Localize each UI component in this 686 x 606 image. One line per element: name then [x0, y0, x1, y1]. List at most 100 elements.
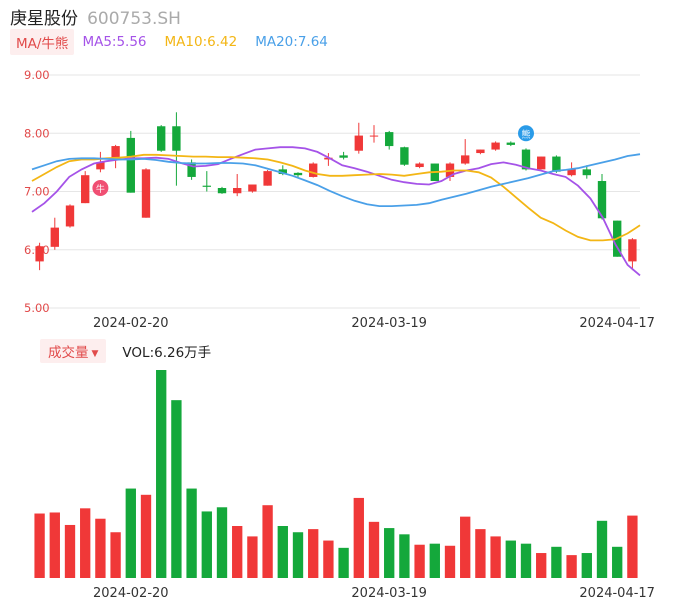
volume-bar — [34, 513, 45, 578]
bear-marker — [518, 125, 534, 142]
volume-bar — [520, 543, 532, 578]
candle-body — [476, 149, 485, 154]
volume-value: VOL:6.26万手 — [122, 345, 212, 361]
volume-bar — [551, 546, 562, 578]
candle-body — [400, 147, 409, 165]
x-tick-label: 2024-04-17 — [579, 316, 655, 331]
volume-bar — [171, 400, 182, 578]
x-tick-label: 2024-02-20 — [93, 586, 169, 601]
volume-bar — [475, 529, 486, 578]
volume-bar — [140, 494, 152, 578]
candle-body — [187, 162, 196, 177]
volume-bar — [262, 505, 273, 578]
volume-bar — [566, 555, 577, 578]
caret-down-icon: ▼ — [91, 349, 99, 359]
ma10-value: MA10:6.42 — [164, 34, 238, 50]
volume-bar — [110, 532, 121, 578]
ma5-line — [31, 146, 641, 277]
candle-body — [65, 205, 75, 227]
volume-bar — [596, 520, 608, 578]
volume-bar — [444, 545, 456, 578]
volume-bar — [536, 553, 547, 578]
candle-body — [50, 227, 59, 247]
candle-body — [35, 246, 44, 262]
candle-body — [521, 149, 531, 170]
volume-bar — [277, 526, 288, 578]
volume-bar — [232, 526, 243, 578]
candle-body — [248, 184, 257, 192]
volume-bar — [308, 529, 319, 578]
candle-body — [385, 132, 394, 147]
bull-marker-label: 牛 — [96, 183, 105, 195]
candle-body — [111, 146, 120, 160]
candle-body — [81, 175, 90, 204]
candle-body — [126, 137, 135, 193]
candle-body — [278, 169, 287, 175]
volume-bar — [505, 540, 516, 578]
y-tick-label: 5.00 — [24, 301, 50, 315]
volume-type-selector[interactable]: 成交量 ▼ — [40, 339, 107, 363]
candle-body — [369, 135, 379, 137]
bear-marker-label: 熊 — [521, 128, 530, 140]
volume-bar — [64, 524, 76, 578]
ma20-value: MA20:7.64 — [255, 34, 328, 50]
x-tick-label: 2024-03-19 — [351, 586, 427, 601]
candle-body — [217, 188, 227, 194]
volume-bar — [460, 516, 471, 578]
stock-code: 600753.SH — [87, 9, 181, 29]
volume-bar — [125, 488, 136, 578]
volume-bar — [95, 518, 106, 578]
volume-bar — [490, 536, 501, 578]
candle-body — [263, 171, 272, 186]
volume-bar — [201, 511, 212, 578]
candle-body — [628, 239, 637, 262]
volume-bar — [186, 488, 197, 578]
candle-body — [172, 126, 181, 151]
candle-body — [491, 142, 500, 150]
candle-body — [233, 188, 242, 194]
volume-bar — [292, 532, 304, 578]
volume-bar — [49, 512, 60, 578]
volume-bar — [247, 536, 258, 578]
y-tick-label: 9.00 — [24, 68, 50, 82]
ma5-value: MA5:5.56 — [82, 34, 147, 50]
candle-body — [157, 126, 166, 151]
candle-body — [552, 156, 561, 172]
y-tick-label: 7.00 — [24, 185, 50, 199]
x-tick-label: 2024-04-17 — [579, 586, 655, 601]
volume-bar — [353, 497, 364, 578]
candle-body — [582, 169, 591, 176]
candle-body — [354, 135, 363, 151]
volume-bar — [216, 507, 228, 578]
x-tick-label: 2024-02-20 — [93, 316, 169, 331]
volume-bar — [429, 543, 440, 578]
candle-body — [461, 155, 470, 164]
ma-legend: MA/牛熊 MA5:5.56 MA10:6.42 MA20:7.64 — [10, 29, 328, 55]
candle-body — [309, 163, 318, 177]
stock-header: 庚星股份 600753.SH — [10, 4, 181, 29]
candle-body — [567, 169, 576, 176]
ma10-line — [31, 153, 641, 242]
volume-bar — [384, 528, 395, 578]
bull-marker — [92, 180, 109, 197]
candle-body — [202, 185, 211, 187]
candle-body — [597, 181, 607, 219]
candle-body — [141, 169, 151, 218]
candle-body — [537, 156, 546, 170]
candle-body — [415, 163, 424, 168]
x-tick-label: 2024-03-19 — [351, 316, 427, 331]
ma-type-selector[interactable]: MA/牛熊 — [10, 29, 75, 55]
stock-name: 庚星股份 — [10, 9, 78, 29]
y-tick-label: 8.00 — [24, 126, 50, 140]
volume-bar — [612, 546, 623, 578]
volume-bar — [627, 515, 638, 578]
ma20-line — [31, 153, 641, 208]
volume-bar — [414, 544, 425, 578]
volume-bar — [80, 508, 91, 578]
volume-legend: 成交量 ▼ VOL:6.26万手 — [40, 339, 212, 363]
candle-body — [293, 172, 303, 176]
volume-bar — [368, 521, 380, 578]
candle-body — [96, 162, 105, 170]
candle-body — [339, 155, 348, 158]
